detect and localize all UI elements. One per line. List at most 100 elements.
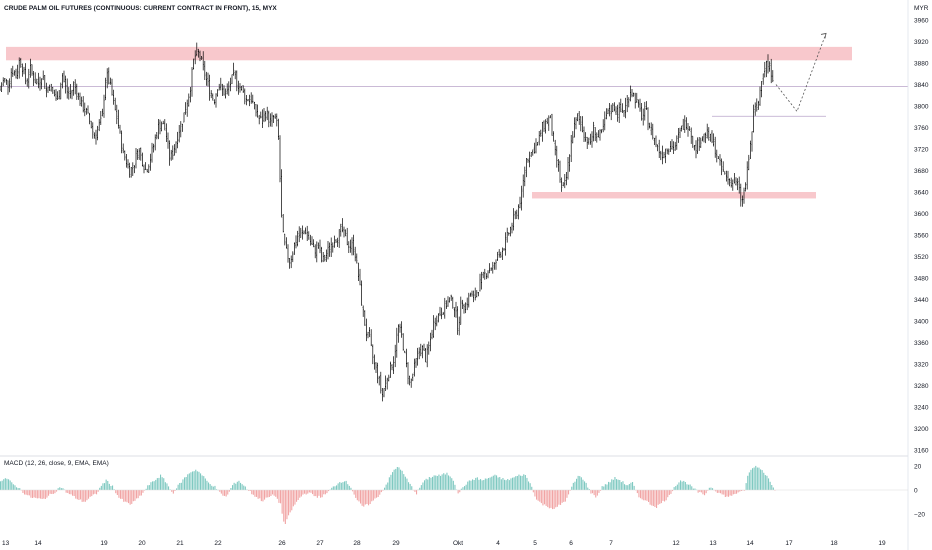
macd-bar [368, 490, 370, 506]
macd-bar [718, 490, 720, 493]
macd-bar [286, 490, 288, 520]
macd-bar [641, 490, 643, 500]
price-tick-label: 3360 [914, 340, 929, 347]
macd-title: MACD (12, 26, close, 9, EMA, EMA) [4, 460, 109, 467]
macd-bar [465, 484, 467, 490]
macd-bar [611, 479, 613, 490]
macd-bar [524, 475, 526, 490]
macd-bar [691, 486, 693, 490]
macd-bar [168, 486, 170, 490]
macd-bar [73, 490, 75, 496]
macd-bar [100, 485, 102, 490]
macd-bar [259, 490, 261, 499]
macd-bar [228, 490, 230, 492]
macd-bar [763, 472, 765, 490]
macd-bar [116, 490, 118, 495]
macd-bar [448, 475, 450, 490]
macd-bar [616, 479, 618, 490]
macd-bar [748, 472, 750, 490]
macd-bar [428, 477, 430, 490]
macd-bar [648, 490, 650, 502]
macd-bar [233, 482, 235, 490]
macd-bar [462, 487, 464, 490]
macd-bar [729, 490, 731, 496]
macd-bar [516, 476, 518, 490]
macd-bar [441, 474, 443, 490]
price-tick-label: 3440 [914, 297, 929, 304]
macd-bar [600, 490, 602, 491]
macd-bar [115, 490, 117, 494]
macd-bar [70, 490, 72, 495]
macd-bar [16, 487, 18, 490]
macd-bar [593, 490, 595, 496]
macd-bar [273, 490, 275, 496]
macd-bar [299, 490, 301, 498]
macd-bar [262, 490, 264, 502]
macd-bar [761, 470, 763, 490]
macd-bar [684, 482, 686, 490]
macd-bar [312, 490, 314, 495]
price-tick-label: 3960 [914, 17, 929, 24]
macd-bar [358, 490, 360, 502]
macd-bar [86, 490, 88, 501]
macd-bar [182, 479, 184, 490]
macd-bar [19, 488, 21, 490]
price-tick-label: 3840 [914, 82, 929, 89]
price-tick-label: 3400 [914, 318, 929, 325]
macd-bar [171, 490, 173, 492]
macd-bar [545, 490, 547, 506]
macd-bar [528, 481, 530, 490]
macd-bar [624, 484, 626, 490]
macd-bar [620, 482, 622, 490]
macd-bar [452, 480, 454, 490]
macd-bar [723, 490, 725, 495]
time-tick-label: 14 [746, 540, 754, 547]
macd-bar [41, 490, 43, 499]
macd-bar [230, 488, 232, 490]
macd-bar [411, 486, 413, 490]
macd-bar [492, 475, 494, 490]
macd-bar [52, 490, 54, 494]
macd-bar [67, 490, 69, 493]
macd-bar [393, 469, 395, 490]
macd-bar [744, 490, 746, 491]
macd-bar [212, 486, 214, 490]
macd-bar [147, 485, 149, 490]
price-tick-label: 3720 [914, 146, 929, 153]
macd-bar [96, 490, 98, 495]
macd-bar [118, 490, 120, 498]
price-tick-label: 3880 [914, 60, 929, 67]
macd-bar [252, 490, 254, 495]
macd-bar [520, 475, 522, 490]
macd-bar [283, 490, 285, 522]
macd-bar [555, 490, 557, 508]
macd-bar [596, 490, 598, 496]
macd-bar [120, 490, 122, 499]
macd-bar [195, 469, 197, 490]
macd-bar [241, 484, 243, 490]
macd-bar [380, 490, 382, 493]
macd-bar [32, 490, 34, 498]
macd-bar [76, 490, 78, 500]
macd-bar [676, 484, 678, 490]
macd-tick-label: 20 [914, 463, 922, 470]
macd-bar [276, 490, 278, 499]
macd-bar [6, 478, 8, 490]
macd-bar [337, 483, 339, 490]
macd-bar [496, 475, 498, 490]
macd-bar [161, 477, 163, 490]
macd-bar [323, 490, 325, 495]
macd-bar [227, 490, 229, 495]
macd-bar [38, 490, 40, 499]
macd-bar [97, 490, 99, 492]
macd-bar [214, 485, 216, 490]
macd-bar [152, 481, 154, 490]
macd-bar [664, 490, 666, 502]
macd-bar [728, 490, 730, 497]
macd-bar [363, 490, 365, 507]
macd-bar [472, 479, 474, 490]
macd-bar [68, 490, 70, 495]
macd-bar [467, 481, 469, 490]
macd-bar [33, 490, 35, 498]
